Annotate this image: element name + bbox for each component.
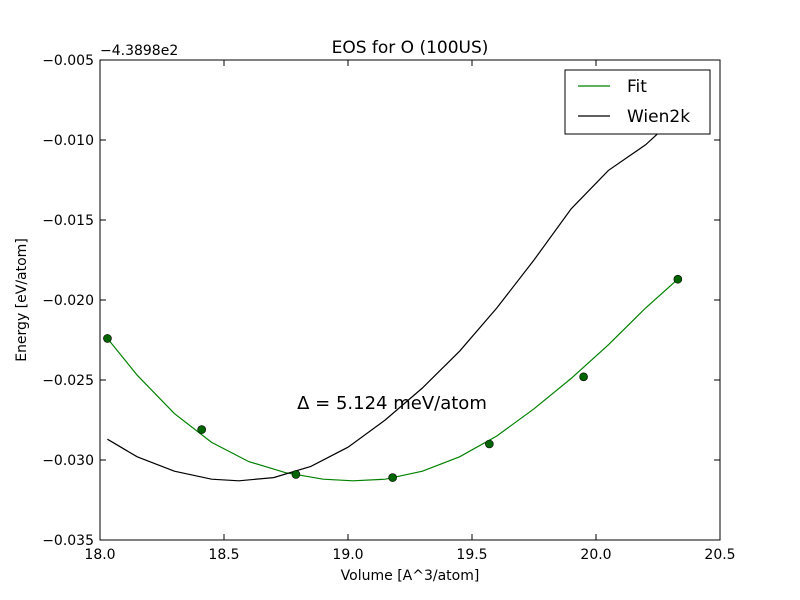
x-tick-label: 20.5	[704, 547, 735, 563]
data-point	[388, 473, 397, 482]
y-tick-label: −0.010	[42, 133, 94, 149]
x-axis: 18.0 18.5 19.0 19.5 20.0 20.5	[84, 60, 736, 563]
x-tick-label: 19.0	[332, 547, 363, 563]
fit-curve	[106, 278, 679, 482]
y-tick-label: −0.030	[42, 453, 94, 469]
y-axis-label: Energy [eV/atom]	[14, 238, 30, 362]
data-point	[291, 470, 301, 479]
x-tick-label: 18.5	[208, 547, 239, 563]
y-tick-label: −0.025	[42, 373, 94, 389]
y-tick-label: −0.005	[42, 53, 94, 69]
x-tick-label: 18.0	[84, 547, 115, 563]
data-point	[197, 425, 206, 434]
y-tick-label: −0.035	[42, 533, 94, 549]
data-point	[103, 334, 112, 343]
x-tick-label: 19.5	[456, 547, 487, 563]
x-axis-label: Volume [A^3/atom]	[341, 568, 480, 584]
legend: Fit Wien2k	[564, 69, 711, 135]
legend-wien2k-label: Wien2k	[627, 107, 690, 127]
legend-fit-label: Fit	[627, 77, 647, 97]
wien2k-curve	[107, 128, 664, 482]
data-point	[673, 274, 683, 284]
chart-title: EOS for O (100US)	[332, 38, 489, 58]
y-offset-label: −4.3898e2	[100, 43, 178, 59]
y-tick-label: −0.015	[42, 213, 94, 229]
x-tick-label: 20.0	[580, 547, 611, 563]
delta-annotation: Δ = 5.124 meV/atom	[297, 393, 487, 414]
data-point	[485, 439, 494, 449]
y-tick-label: −0.020	[42, 293, 94, 309]
legend-box	[564, 69, 711, 135]
y-axis: −0.035 −0.030 −0.025 −0.020 −0.015 −0.010 −0.0…	[42, 53, 720, 549]
data-point	[579, 372, 588, 382]
